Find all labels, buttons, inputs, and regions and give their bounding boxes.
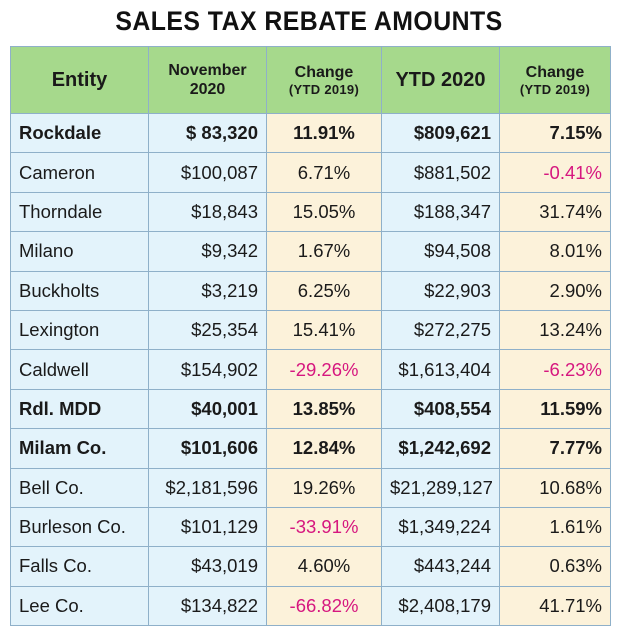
entity-cell: Thorndale [10,191,149,233]
ytd-amount-cell: $22,903 [381,270,500,311]
entity-cell: Lexington [10,309,149,351]
ytd-change-cell: 10.68% [499,467,611,508]
november-amount-cell: $ 83,320 [148,112,267,154]
ytd-change-cell: 7.77% [499,428,611,469]
change-cell: 6.71% [266,152,382,193]
table-row: Lee Co. $134,822 -66.82% $2,408,179 41.71% [10,585,611,626]
header-change-1: Change (YTD 2019) [266,46,382,114]
november-amount-cell: $9,342 [148,231,267,272]
table-row: Caldwell $154,902 -29.26% $1,613,404 -6.23% [10,349,611,390]
change-cell: 11.91% [266,112,382,154]
entity-cell: Lee Co. [10,585,149,626]
change-cell: 1.67% [266,231,382,272]
ytd-change-cell: -0.41% [499,152,611,193]
header-row: Entity November 2020 Change (YTD 2019) Y… [10,46,611,114]
entity-cell: Bell Co. [10,467,149,508]
change-cell: 19.26% [266,467,382,508]
november-amount-cell: $2,181,596 [148,467,267,508]
table-row: Milano $9,342 1.67% $94,508 8.01% [10,231,611,272]
change-cell: -29.26% [266,349,382,390]
ytd-amount-cell: $94,508 [381,231,500,272]
ytd-change-cell: 41.71% [499,585,611,626]
entity-cell: Rdl. MDD [10,388,149,430]
november-amount-cell: $25,354 [148,309,267,351]
change-cell: 15.05% [266,191,382,233]
ytd-amount-cell: $188,347 [381,191,500,233]
table-row: Milam Co. $101,606 12.84% $1,242,692 7.77% [10,428,611,469]
november-amount-cell: $101,606 [148,428,267,469]
ytd-change-cell: 2.90% [499,270,611,311]
ytd-amount-cell: $1,349,224 [381,506,500,548]
entity-cell: Buckholts [10,270,149,311]
entity-cell: Caldwell [10,349,149,390]
ytd-change-cell: -6.23% [499,349,611,390]
change-cell: 13.85% [266,388,382,430]
table-row: Lexington $25,354 15.41% $272,275 13.24% [10,309,611,351]
entity-cell: Burleson Co. [10,506,149,548]
table-row: Buckholts $3,219 6.25% $22,903 2.90% [10,270,611,311]
header-change-2: Change (YTD 2019) [499,46,611,114]
ytd-change-cell: 11.59% [499,388,611,430]
ytd-change-cell: 13.24% [499,309,611,351]
ytd-amount-cell: $881,502 [381,152,500,193]
entity-cell: Cameron [10,152,149,193]
ytd-change-cell: 31.74% [499,191,611,233]
ytd-change-cell: 7.15% [499,112,611,154]
ytd-amount-cell: $809,621 [381,112,500,154]
sales-tax-table: Entity November 2020 Change (YTD 2019) Y… [10,46,611,626]
entity-cell: Falls Co. [10,546,149,587]
change-cell: 15.41% [266,309,382,351]
november-amount-cell: $43,019 [148,546,267,587]
table-row: Thorndale $18,843 15.05% $188,347 31.74% [10,191,611,233]
entity-cell: Milano [10,231,149,272]
ytd-amount-cell: $2,408,179 [381,585,500,626]
header-ytd-2020: YTD 2020 [381,46,500,114]
entity-cell: Milam Co. [10,428,149,469]
ytd-amount-cell: $1,613,404 [381,349,500,390]
ytd-amount-cell: $443,244 [381,546,500,587]
change-cell: -66.82% [266,585,382,626]
ytd-amount-cell: $21,289,127 [381,467,500,508]
ytd-change-cell: 8.01% [499,231,611,272]
november-amount-cell: $134,822 [148,585,267,626]
page-title: SALES TAX REBATE AMOUNTS [115,6,503,36]
november-amount-cell: $100,087 [148,152,267,193]
table-row: Falls Co. $43,019 4.60% $443,244 0.63% [10,546,611,587]
table-row: Rdl. MDD $40,001 13.85% $408,554 11.59% [10,388,611,430]
table-row: Bell Co. $2,181,596 19.26% $21,289,127 10.68… [10,467,611,508]
ytd-amount-cell: $272,275 [381,309,500,351]
november-amount-cell: $101,129 [148,506,267,548]
november-amount-cell: $3,219 [148,270,267,311]
november-amount-cell: $154,902 [148,349,267,390]
change-cell: 4.60% [266,546,382,587]
table-row: Rockdale $ 83,320 11.91% $809,621 7.15% [10,112,611,154]
table-row: Cameron $100,087 6.71% $881,502 -0.41% [10,152,611,193]
november-amount-cell: $18,843 [148,191,267,233]
change-cell: 12.84% [266,428,382,469]
ytd-amount-cell: $408,554 [381,388,500,430]
header-entity: Entity [10,46,149,114]
entity-cell: Rockdale [10,112,149,154]
ytd-amount-cell: $1,242,692 [381,428,500,469]
change-cell: 6.25% [266,270,382,311]
november-amount-cell: $40,001 [148,388,267,430]
table-row: Burleson Co. $101,129 -33.91% $1,349,224 1.6… [10,506,611,548]
ytd-change-cell: 0.63% [499,546,611,587]
ytd-change-cell: 1.61% [499,506,611,548]
change-cell: -33.91% [266,506,382,548]
header-november-2020: November 2020 [148,46,267,114]
